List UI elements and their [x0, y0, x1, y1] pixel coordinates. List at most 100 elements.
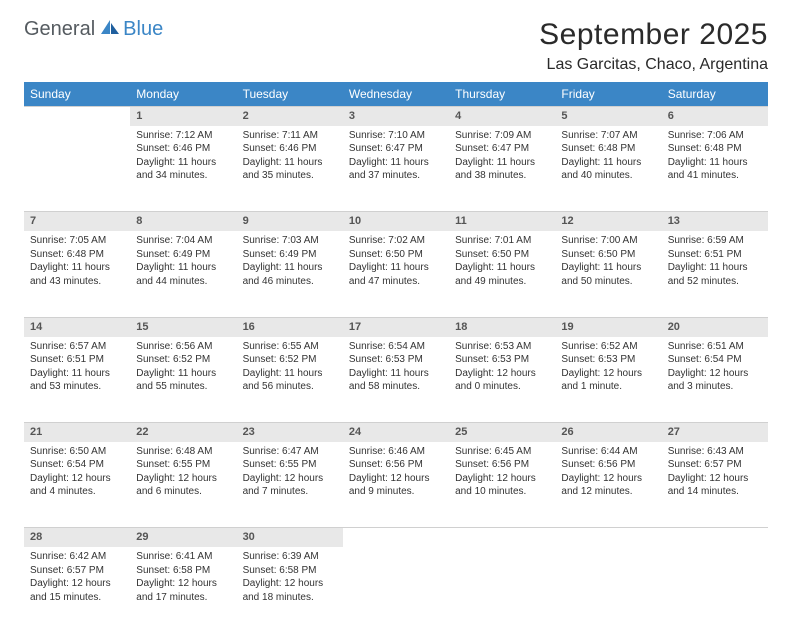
sunrise-text: Sunrise: 6:41 AM — [136, 550, 230, 564]
sunrise-text: Sunrise: 6:46 AM — [349, 445, 443, 459]
daylight-text: and 41 minutes. — [668, 169, 762, 183]
day-cell: Sunrise: 7:12 AMSunset: 6:46 PMDaylight:… — [130, 126, 236, 212]
sunset-text: Sunset: 6:53 PM — [455, 353, 549, 367]
daylight-text: and 58 minutes. — [349, 380, 443, 394]
sunrise-text: Sunrise: 6:44 AM — [561, 445, 655, 459]
day-header: Thursday — [449, 82, 555, 107]
day-number-cell: 29 — [130, 528, 236, 547]
daylight-text: Daylight: 11 hours — [349, 261, 443, 275]
sunrise-text: Sunrise: 6:54 AM — [349, 340, 443, 354]
day-cell: Sunrise: 6:45 AMSunset: 6:56 PMDaylight:… — [449, 442, 555, 528]
sunrise-text: Sunrise: 6:52 AM — [561, 340, 655, 354]
week-body-row: Sunrise: 7:12 AMSunset: 6:46 PMDaylight:… — [24, 126, 768, 212]
sunset-text: Sunset: 6:46 PM — [243, 142, 337, 156]
day-number-cell: 13 — [662, 212, 768, 231]
sunrise-text: Sunrise: 7:01 AM — [455, 234, 549, 248]
week-body-row: Sunrise: 6:50 AMSunset: 6:54 PMDaylight:… — [24, 442, 768, 528]
sunrise-text: Sunrise: 7:00 AM — [561, 234, 655, 248]
day-cell: Sunrise: 7:01 AMSunset: 6:50 PMDaylight:… — [449, 231, 555, 317]
day-cell — [449, 547, 555, 633]
sunset-text: Sunset: 6:52 PM — [136, 353, 230, 367]
sunset-text: Sunset: 6:55 PM — [136, 458, 230, 472]
sunrise-text: Sunrise: 7:11 AM — [243, 129, 337, 143]
day-number-cell: 25 — [449, 423, 555, 442]
sunset-text: Sunset: 6:47 PM — [455, 142, 549, 156]
day-cell: Sunrise: 6:57 AMSunset: 6:51 PMDaylight:… — [24, 337, 130, 423]
sunrise-text: Sunrise: 7:05 AM — [30, 234, 124, 248]
sunset-text: Sunset: 6:47 PM — [349, 142, 443, 156]
day-cell: Sunrise: 7:04 AMSunset: 6:49 PMDaylight:… — [130, 231, 236, 317]
sunrise-text: Sunrise: 7:07 AM — [561, 129, 655, 143]
sunrise-text: Sunrise: 6:56 AM — [136, 340, 230, 354]
sunset-text: Sunset: 6:53 PM — [561, 353, 655, 367]
daylight-text: and 43 minutes. — [30, 275, 124, 289]
daylight-text: and 47 minutes. — [349, 275, 443, 289]
sunrise-text: Sunrise: 6:43 AM — [668, 445, 762, 459]
daylight-text: and 38 minutes. — [455, 169, 549, 183]
daylight-text: Daylight: 12 hours — [455, 367, 549, 381]
day-cell: Sunrise: 6:51 AMSunset: 6:54 PMDaylight:… — [662, 337, 768, 423]
logo-sail-icon — [99, 18, 121, 41]
sunset-text: Sunset: 6:54 PM — [668, 353, 762, 367]
daylight-text: and 44 minutes. — [136, 275, 230, 289]
daylight-text: Daylight: 12 hours — [243, 472, 337, 486]
day-number-cell: 24 — [343, 423, 449, 442]
sunrise-text: Sunrise: 6:59 AM — [668, 234, 762, 248]
day-number-cell: 21 — [24, 423, 130, 442]
daylight-text: and 40 minutes. — [561, 169, 655, 183]
sunrise-text: Sunrise: 6:50 AM — [30, 445, 124, 459]
day-number-cell: 26 — [555, 423, 661, 442]
sunrise-text: Sunrise: 6:57 AM — [30, 340, 124, 354]
day-cell: Sunrise: 7:05 AMSunset: 6:48 PMDaylight:… — [24, 231, 130, 317]
daylight-text: Daylight: 12 hours — [561, 472, 655, 486]
day-cell: Sunrise: 6:47 AMSunset: 6:55 PMDaylight:… — [237, 442, 343, 528]
day-number-cell — [449, 528, 555, 547]
day-number-cell: 11 — [449, 212, 555, 231]
sunrise-text: Sunrise: 6:42 AM — [30, 550, 124, 564]
daylight-text: Daylight: 11 hours — [30, 367, 124, 381]
daylight-text: Daylight: 11 hours — [243, 367, 337, 381]
daylight-text: and 14 minutes. — [668, 485, 762, 499]
daylight-text: and 18 minutes. — [243, 591, 337, 605]
sunset-text: Sunset: 6:50 PM — [561, 248, 655, 262]
day-cell: Sunrise: 6:46 AMSunset: 6:56 PMDaylight:… — [343, 442, 449, 528]
month-title: September 2025 — [539, 18, 768, 52]
day-header: Saturday — [662, 82, 768, 107]
day-number-cell: 1 — [130, 107, 236, 126]
day-number-cell: 28 — [24, 528, 130, 547]
day-cell: Sunrise: 6:39 AMSunset: 6:58 PMDaylight:… — [237, 547, 343, 633]
day-number-cell: 22 — [130, 423, 236, 442]
day-number-cell: 10 — [343, 212, 449, 231]
sunrise-text: Sunrise: 7:06 AM — [668, 129, 762, 143]
day-cell: Sunrise: 6:48 AMSunset: 6:55 PMDaylight:… — [130, 442, 236, 528]
sunrise-text: Sunrise: 7:04 AM — [136, 234, 230, 248]
sunrise-text: Sunrise: 6:53 AM — [455, 340, 549, 354]
day-number-cell: 7 — [24, 212, 130, 231]
daylight-text: and 49 minutes. — [455, 275, 549, 289]
day-number-cell: 27 — [662, 423, 768, 442]
sunset-text: Sunset: 6:58 PM — [136, 564, 230, 578]
daylight-text: Daylight: 12 hours — [136, 577, 230, 591]
day-number-cell: 19 — [555, 317, 661, 336]
day-number-cell: 9 — [237, 212, 343, 231]
daylight-text: and 50 minutes. — [561, 275, 655, 289]
daylight-text: Daylight: 11 hours — [455, 261, 549, 275]
sunset-text: Sunset: 6:46 PM — [136, 142, 230, 156]
day-number-cell: 16 — [237, 317, 343, 336]
daylight-text: Daylight: 12 hours — [561, 367, 655, 381]
day-number-cell: 5 — [555, 107, 661, 126]
daylight-text: Daylight: 11 hours — [668, 156, 762, 170]
daylight-text: Daylight: 11 hours — [136, 156, 230, 170]
sunset-text: Sunset: 6:57 PM — [668, 458, 762, 472]
sunrise-text: Sunrise: 6:45 AM — [455, 445, 549, 459]
sunset-text: Sunset: 6:48 PM — [561, 142, 655, 156]
sunset-text: Sunset: 6:56 PM — [455, 458, 549, 472]
day-number-cell: 20 — [662, 317, 768, 336]
sunset-text: Sunset: 6:55 PM — [243, 458, 337, 472]
daylight-text: Daylight: 11 hours — [349, 367, 443, 381]
day-number-cell: 14 — [24, 317, 130, 336]
day-number-cell: 18 — [449, 317, 555, 336]
sunset-text: Sunset: 6:50 PM — [455, 248, 549, 262]
sunrise-text: Sunrise: 7:02 AM — [349, 234, 443, 248]
daylight-text: Daylight: 11 hours — [30, 261, 124, 275]
